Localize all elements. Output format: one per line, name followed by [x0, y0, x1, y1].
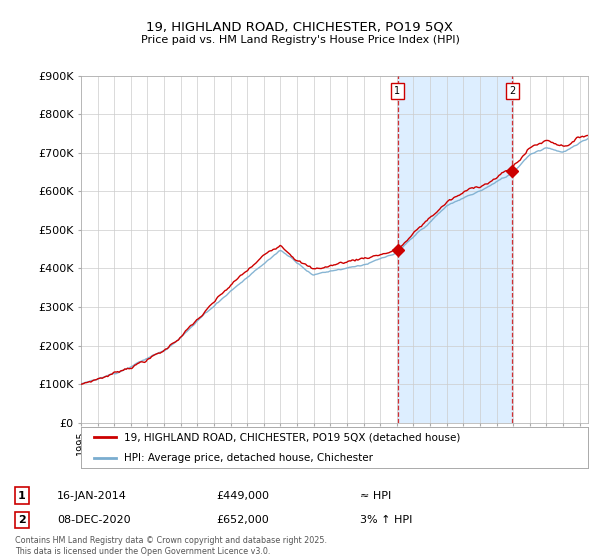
Text: 1: 1 [394, 86, 401, 96]
Text: 3% ↑ HPI: 3% ↑ HPI [360, 515, 412, 525]
Text: ≈ HPI: ≈ HPI [360, 491, 391, 501]
Text: Contains HM Land Registry data © Crown copyright and database right 2025.
This d: Contains HM Land Registry data © Crown c… [15, 536, 327, 556]
Text: £449,000: £449,000 [216, 491, 269, 501]
Text: £652,000: £652,000 [216, 515, 269, 525]
Text: 19, HIGHLAND ROAD, CHICHESTER, PO19 5QX (detached house): 19, HIGHLAND ROAD, CHICHESTER, PO19 5QX … [124, 432, 460, 442]
Text: 19, HIGHLAND ROAD, CHICHESTER, PO19 5QX: 19, HIGHLAND ROAD, CHICHESTER, PO19 5QX [146, 21, 454, 34]
Text: HPI: Average price, detached house, Chichester: HPI: Average price, detached house, Chic… [124, 452, 373, 463]
Text: 2: 2 [18, 515, 26, 525]
Text: 2: 2 [509, 86, 515, 96]
Text: 1: 1 [18, 491, 26, 501]
Bar [398, 76, 512, 423]
Text: 08-DEC-2020: 08-DEC-2020 [57, 515, 131, 525]
Text: Price paid vs. HM Land Registry's House Price Index (HPI): Price paid vs. HM Land Registry's House … [140, 35, 460, 45]
Text: 16-JAN-2014: 16-JAN-2014 [57, 491, 127, 501]
